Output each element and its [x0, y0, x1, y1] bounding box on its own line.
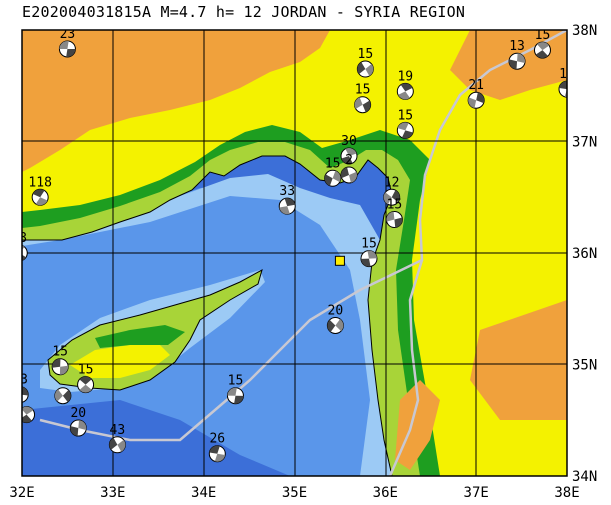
depth-label: 15	[397, 108, 413, 123]
lon-tick-label: 34E	[191, 485, 216, 501]
longitude-ticks: 32E 33E 34E 35E 36E 37E 38E	[9, 485, 579, 501]
depth-label: 12	[384, 175, 400, 190]
turkey-coastline	[22, 155, 393, 476]
depth-label: 118	[28, 175, 51, 190]
depth-label: 15	[559, 67, 575, 82]
depth-label: 15	[325, 156, 341, 171]
lat-tick-label: 36N	[572, 246, 597, 262]
focal-mechanism	[58, 40, 76, 58]
cyprus-yellow	[70, 345, 170, 378]
map-title: E202004031815A M=4.7 h= 12 JORDAN - SYRI…	[22, 3, 466, 21]
depth-label: 13	[509, 39, 525, 54]
lon-tick-label: 33E	[100, 485, 125, 501]
focal-mechanism	[340, 147, 358, 165]
turkey-syria-border	[39, 30, 567, 442]
focal-mechanism	[340, 166, 358, 184]
lon-tick-label: 37E	[464, 485, 489, 501]
depth-label: 33	[12, 373, 28, 388]
focal-mechanism	[558, 80, 567, 98]
graticule	[22, 30, 567, 476]
lebanon-border	[388, 259, 424, 476]
depth-label: 15	[355, 83, 371, 98]
cyprus-green	[95, 325, 185, 348]
depth-label: 30	[341, 134, 357, 149]
depth-label: 15	[358, 47, 374, 62]
depth-label: 20	[70, 406, 86, 421]
focal-mechanism	[22, 386, 29, 403]
depth-label: 15	[78, 363, 94, 378]
depth-label: 15	[52, 345, 68, 360]
focal-mechanism	[326, 316, 344, 334]
focal-mechanism	[467, 91, 485, 109]
depth-label: 2	[345, 153, 353, 168]
focal-mechanism	[354, 96, 372, 114]
lon-tick-label: 36E	[373, 485, 398, 501]
focal-mechanism	[278, 197, 296, 215]
lat-tick-label: 35N	[572, 358, 597, 374]
lat-tick-label: 37N	[572, 135, 597, 151]
focal-mechanism	[108, 436, 126, 454]
depth-label: 53	[11, 231, 27, 246]
shallow-sea	[22, 174, 392, 476]
syria-orange-east	[470, 300, 567, 420]
map-frame	[21, 29, 568, 477]
focal-mechanism	[22, 244, 28, 262]
depth-label: 23	[60, 27, 76, 42]
depth-label: 21	[468, 78, 484, 93]
focal-mechanism	[508, 52, 526, 70]
lon-tick-label: 32E	[9, 485, 34, 501]
latitude-ticks: 38N 37N 36N 35N 34N	[572, 23, 597, 485]
depth-label: 43	[110, 423, 126, 438]
depth-label: 26	[209, 432, 225, 447]
focal-mechanism	[385, 211, 403, 229]
depth-label: 15	[387, 198, 403, 213]
lon-tick-label: 35E	[282, 485, 307, 501]
depth-label: 15	[361, 237, 377, 252]
depth-label: 15	[535, 28, 551, 43]
lat-tick-label: 38N	[572, 23, 597, 39]
depth-label: 19	[397, 69, 413, 84]
depth-label: 20	[328, 303, 344, 318]
depth-label: 33	[279, 184, 295, 199]
focal-mechanism	[54, 387, 72, 405]
focal-mechanism	[383, 188, 401, 206]
focal-mechanism	[31, 188, 49, 206]
focal-mechanism	[51, 358, 69, 376]
lat-tick-label: 34N	[572, 469, 597, 485]
focal-mechanism	[208, 445, 226, 463]
turkey-orange-plateau	[22, 30, 330, 172]
focal-mechanism	[396, 82, 414, 100]
depth-label: 15	[228, 374, 244, 389]
epicenter-marker	[334, 255, 345, 266]
focal-mechanism	[396, 121, 414, 139]
focal-mechanism	[533, 41, 551, 59]
focal-mechanism	[360, 250, 378, 268]
focal-mechanism	[69, 419, 87, 437]
focal-mechanism	[22, 406, 36, 424]
focal-mechanism	[226, 387, 244, 405]
focal-mechanism	[77, 376, 95, 394]
focal-mechanism	[324, 169, 342, 187]
focal-mechanism	[356, 60, 374, 78]
lon-tick-label: 38E	[554, 485, 579, 501]
lebanon-orange	[395, 380, 440, 470]
